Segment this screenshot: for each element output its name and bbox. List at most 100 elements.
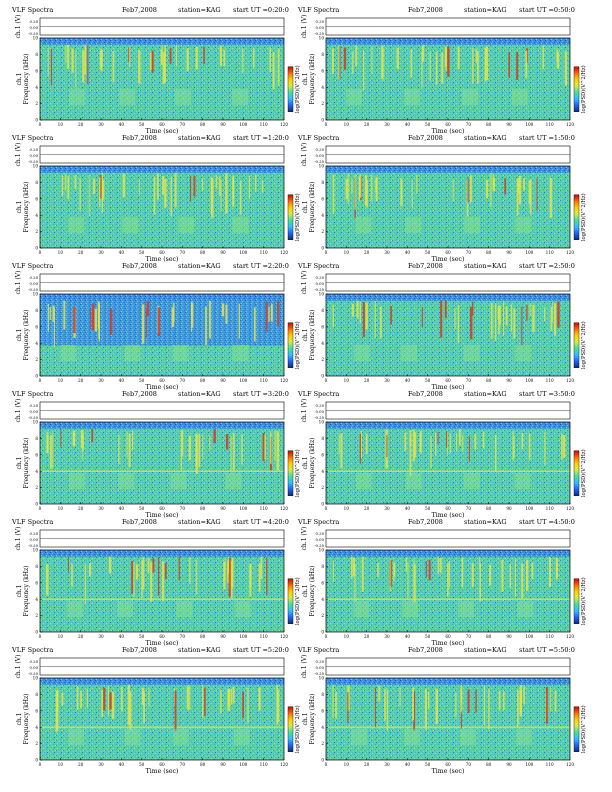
low-intensity-region [40, 300, 284, 346]
y-tick-label: 2 [321, 485, 324, 490]
y-tick-label: 4 [35, 725, 38, 730]
sferic-burst [411, 179, 413, 209]
x-tick-label: 90 [506, 762, 512, 767]
sferic-burst [195, 559, 197, 595]
colorbar-label: log(PSD)(V^2/Hz) [294, 577, 301, 625]
panel-header-title: VLF Spectra [11, 518, 53, 526]
sferic-burst [138, 50, 141, 84]
sferic-burst [151, 50, 154, 73]
sferic-burst [461, 689, 463, 712]
y-tick-label: 8 [35, 692, 38, 697]
panel-header-title: VLF Spectra [297, 134, 339, 142]
sferic-burst [80, 690, 83, 709]
noise-block [178, 216, 195, 234]
y-tick-label: 6 [35, 580, 38, 585]
noise-block [122, 216, 139, 234]
noise-block [355, 472, 372, 490]
sferic-burst [421, 307, 423, 328]
sferic-burst [71, 563, 73, 587]
colorbar-label: log(PSD)(V^2/Hz) [580, 449, 587, 497]
x-tick-label: 30 [98, 762, 104, 767]
sferic-burst [421, 52, 423, 88]
waveform-tick-label: 0.00 [30, 665, 39, 670]
high-frequency-band [40, 550, 284, 557]
x-tick-label: 70 [466, 762, 472, 767]
sferic-burst [93, 178, 96, 194]
waveform-axis-label: ch.1 (V) [301, 527, 308, 551]
x-tick-label: 110 [260, 762, 268, 767]
sferic-burst [531, 562, 534, 579]
y-tick-label: 10 [33, 164, 39, 169]
sferic-burst [529, 179, 532, 215]
sferic-burst [88, 174, 90, 216]
x-tick-label: 90 [506, 634, 512, 639]
noise-block [514, 472, 531, 490]
sferic-burst [502, 691, 505, 711]
sferic-burst [47, 47, 49, 77]
sferic-burst [129, 691, 132, 730]
noise-block [172, 344, 189, 362]
sferic-burst [374, 687, 376, 728]
panel-header-date: Feb7,2008 [122, 646, 157, 654]
sferic-burst [97, 301, 100, 329]
x-tick-label: 0 [39, 122, 42, 127]
sferic-burst [490, 173, 492, 207]
channel-label: ch.1 [302, 457, 309, 470]
x-tick-label: 70 [180, 506, 186, 511]
sferic-burst [138, 179, 140, 195]
sferic-burst [552, 301, 554, 323]
sferic-burst [386, 435, 388, 458]
spectrogram-panel: VLF Spectra Feb7,2008 station=KAG start UT … [11, 646, 301, 775]
sferic-burst [133, 561, 135, 598]
sferic-burst [467, 177, 469, 203]
time-axis-label: Time (sec) [146, 128, 179, 135]
sferic-burst [510, 304, 513, 332]
panel-header-station: station=KAG [464, 646, 507, 654]
sferic-burst [482, 431, 485, 449]
sferic-burst [180, 431, 182, 470]
spectrogram-panel: VLF Spectra Feb7,2008 station=KAG start UT … [297, 134, 587, 263]
sferic-burst [247, 687, 249, 724]
sferic-burst [562, 435, 566, 458]
sferic-burst [88, 563, 92, 577]
sferic-burst [350, 556, 353, 578]
sferic-burst [99, 51, 101, 69]
high-frequency-band [40, 166, 284, 173]
x-tick-label: 30 [384, 378, 390, 383]
waveform-tick-label: 0.00 [30, 537, 39, 542]
sferic-burst [189, 176, 192, 202]
spectrogram-panel: VLF Spectra Feb7,2008 station=KAG start UT … [297, 518, 587, 647]
x-tick-label: 110 [546, 122, 554, 127]
sferic-burst [248, 175, 251, 200]
sferic-burst [518, 175, 522, 205]
x-tick-label: 60 [445, 378, 451, 383]
x-tick-label: 110 [260, 634, 268, 639]
frequency-axis-label: Frequency (kHz) [309, 53, 316, 104]
sferic-burst [345, 179, 348, 200]
noise-block [346, 88, 363, 106]
sferic-burst [347, 692, 349, 723]
x-tick-label: 90 [506, 122, 512, 127]
panel-header-title: VLF Spectra [11, 6, 53, 14]
spectrum-image [40, 166, 284, 248]
sferic-burst [365, 302, 368, 330]
x-tick-label: 80 [486, 762, 492, 767]
sferic-burst [242, 48, 244, 74]
y-tick-label: 0 [35, 246, 38, 251]
noise-block [404, 88, 421, 106]
colorbar [573, 66, 580, 112]
sferic-burst [190, 305, 192, 332]
x-tick-label: 20 [364, 378, 370, 383]
x-tick-label: 100 [239, 762, 247, 767]
sferic-burst [494, 303, 497, 341]
x-tick-label: 90 [506, 250, 512, 255]
sferic-burst [352, 557, 356, 577]
y-tick-label: 0 [321, 374, 324, 379]
spectrogram-panel: VLF Spectra Feb7,2008 station=KAG start UT … [11, 390, 301, 519]
sferic-burst [488, 688, 490, 730]
sferic-burst [107, 686, 110, 716]
colorbar [287, 194, 294, 240]
sferic-burst [225, 304, 228, 324]
sferic-burst [505, 306, 508, 326]
x-tick-label: 90 [220, 762, 226, 767]
